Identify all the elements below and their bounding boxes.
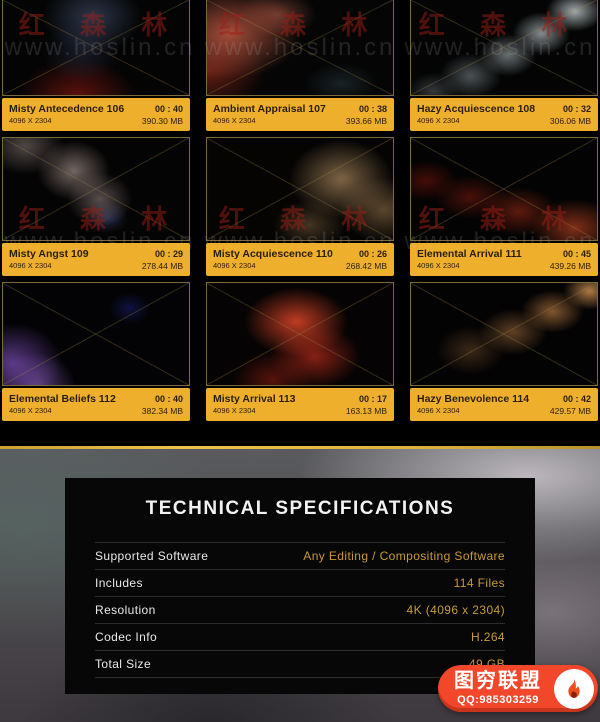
clip-duration: 00 : 40 [154,394,183,404]
clip-resolution: 4096 X 2304 [417,406,460,415]
badge-qq-number: QQ:985303259 [457,694,539,706]
clip-label: Hazy Acquiescence 108 4096 X 2304 00 : 32 3… [410,98,598,131]
clip-duration: 00 : 26 [358,249,387,259]
clip-duration: 00 : 40 [154,104,183,114]
clip-thumbnail[interactable] [2,137,190,241]
clip-resolution: 4096 X 2304 [213,116,256,125]
spec-row: Includes 114 Files [95,570,505,597]
spec-value: H.264 [470,630,505,644]
specs-panel: TECHNICAL SPECIFICATIONS Supported Softw… [65,478,535,694]
grid-row-3: Elemental Beliefs 112 4096 X 2304 00 : 40 3… [0,282,600,421]
clip-label: Elemental Arrival 111 4096 X 2304 00 : 45 4… [410,243,598,276]
clip-label: Misty Arrival 113 4096 X 2304 00 : 17 163.1… [206,388,394,421]
clip-size: 268.42 MB [345,261,387,271]
clip-cell: Hazy Acquiescence 108 4096 X 2304 00 : 32 3… [410,0,598,131]
clip-cell: Misty Antecedence 106 4096 X 2304 00 : 40 3… [2,0,190,131]
clip-duration: 00 : 45 [562,249,591,259]
qq-group-badge[interactable]: 图穷联盟 QQ:985303259 [438,665,598,712]
clip-size: 382.34 MB [141,406,183,416]
clip-size: 439.26 MB [549,261,591,271]
clip-label: Misty Antecedence 106 4096 X 2304 00 : 40 3… [2,98,190,131]
clip-title: Misty Arrival 113 [213,393,296,405]
clip-resolution: 4096 X 2304 [9,116,52,125]
clip-cell: Ambient Appraisal 107 4096 X 2304 00 : 38 3… [206,0,394,131]
clip-duration: 00 : 32 [562,104,591,114]
clip-title: Misty Antecedence 106 [9,103,125,115]
clip-thumbnail[interactable] [206,0,394,96]
clip-cell: Elemental Beliefs 112 4096 X 2304 00 : 40 3… [2,282,190,421]
clip-thumbnail[interactable] [410,0,598,96]
clip-title: Misty Acquiescence 110 [213,248,333,260]
specs-title: TECHNICAL SPECIFICATIONS [145,498,455,519]
clip-thumbnail[interactable] [206,282,394,386]
clip-title: Misty Angst 109 [9,248,89,260]
clip-resolution: 4096 X 2304 [213,406,256,415]
clip-label: Misty Angst 109 4096 X 2304 00 : 29 278.44 … [2,243,190,276]
clip-duration: 00 : 38 [358,104,387,114]
clip-size: 163.13 MB [345,406,387,416]
clip-thumbnail[interactable] [206,137,394,241]
clip-title: Hazy Acquiescence 108 [417,103,536,115]
clip-cell: Hazy Benevolence 114 4096 X 2304 00 : 42 42… [410,282,598,421]
clip-resolution: 4096 X 2304 [9,406,52,415]
clip-duration: 00 : 17 [358,394,387,404]
badge-text: 图穷联盟 QQ:985303259 [438,671,554,706]
grid-row-1: Misty Antecedence 106 4096 X 2304 00 : 40 3… [0,0,600,131]
clip-size: 429.57 MB [549,406,591,416]
spec-row: Codec Info H.264 [95,624,505,651]
spec-value: Any Editing / Compositing Software [303,549,505,563]
spec-row: Supported Software Any Editing / Composit… [95,543,505,570]
clip-title: Elemental Beliefs 112 [9,393,116,405]
clip-thumbnail[interactable] [2,0,190,96]
clip-title: Hazy Benevolence 114 [417,393,530,405]
clip-title: Ambient Appraisal 107 [213,103,326,115]
clip-size: 306.06 MB [549,116,591,126]
clip-label: Ambient Appraisal 107 4096 X 2304 00 : 38 3… [206,98,394,131]
spec-row: Resolution 4K (4096 x 2304) [95,597,505,624]
clip-grid: Misty Antecedence 106 4096 X 2304 00 : 40 3… [0,0,600,421]
clip-cell: Misty Acquiescence 110 4096 X 2304 00 : 26… [206,137,394,276]
clip-resolution: 4096 X 2304 [9,261,52,270]
clip-resolution: 4096 X 2304 [213,261,256,270]
spec-value: 4K (4096 x 2304) [406,603,505,617]
spec-label: Resolution [95,603,156,617]
gold-divider [0,446,600,449]
clip-label: Misty Acquiescence 110 4096 X 2304 00 : 26… [206,243,394,276]
spec-value: 114 Files [453,576,505,590]
specs-table: Supported Software Any Editing / Composit… [95,542,505,678]
spec-label: Supported Software [95,549,209,563]
clip-cell: Elemental Arrival 111 4096 X 2304 00 : 45 4… [410,137,598,276]
spec-label: Includes [95,576,143,590]
clip-duration: 00 : 42 [562,394,591,404]
clip-cell: Misty Arrival 113 4096 X 2304 00 : 17 163.1… [206,282,394,421]
spec-label: Codec Info [95,630,158,644]
clip-title: Elemental Arrival 111 [417,248,522,260]
clip-size: 393.66 MB [345,116,387,126]
clip-size: 278.44 MB [141,261,183,271]
clip-resolution: 4096 X 2304 [417,116,460,125]
clip-thumbnail[interactable] [410,137,598,241]
clip-label: Hazy Benevolence 114 4096 X 2304 00 : 42 42… [410,388,598,421]
spec-label: Total Size [95,657,152,671]
badge-name: 图穷联盟 [454,670,542,692]
clip-thumbnail[interactable] [2,282,190,386]
clip-duration: 00 : 29 [154,249,183,259]
clip-size: 390.30 MB [141,116,183,126]
clip-cell: Misty Angst 109 4096 X 2304 00 : 29 278.44 … [2,137,190,276]
flame-icon [554,668,594,709]
clip-resolution: 4096 X 2304 [417,261,460,270]
grid-row-2: Misty Angst 109 4096 X 2304 00 : 29 278.44 … [0,137,600,276]
clip-thumbnail[interactable] [410,282,598,386]
bottom-section: TECHNICAL SPECIFICATIONS Supported Softw… [0,449,600,722]
clip-label: Elemental Beliefs 112 4096 X 2304 00 : 40 3… [2,388,190,421]
